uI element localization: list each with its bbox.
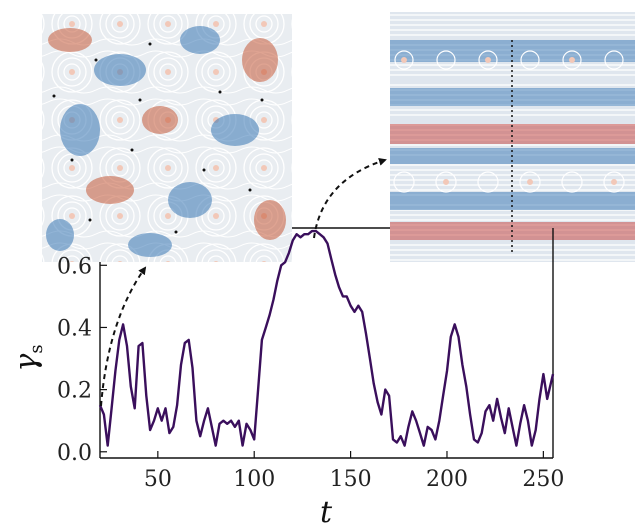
y-axis-label-subscript: s (26, 344, 47, 353)
y-tick-label: 0.2 (57, 379, 92, 404)
arrow-to-left-inset (100, 266, 147, 407)
y-axis-label-main: γ (9, 354, 44, 372)
y-axis-label: γs (9, 344, 47, 371)
svg-text:γs: γs (9, 344, 47, 371)
y-axis-ticks: 0.0 0.2 0.4 0.6 (57, 254, 107, 466)
x-axis-label: t (320, 495, 333, 527)
x-axis-ticks: 50 100 150 200 250 (144, 451, 564, 492)
x-tick-label: 50 (144, 467, 172, 492)
x-tick-label: 100 (233, 467, 275, 492)
series-line (98, 229, 555, 447)
x-tick-label: 250 (522, 467, 564, 492)
x-tick-label: 200 (426, 467, 468, 492)
arrow-to-right-inset (313, 158, 387, 239)
x-tick-label: 150 (330, 467, 372, 492)
y-tick-label: 0.4 (57, 316, 92, 341)
y-tick-label: 0.6 (57, 254, 92, 279)
inset-snapshot-right (390, 12, 635, 262)
inset-snapshot-left (42, 14, 292, 262)
y-tick-label: 0.0 (57, 441, 92, 466)
axes-frame (99, 227, 554, 459)
